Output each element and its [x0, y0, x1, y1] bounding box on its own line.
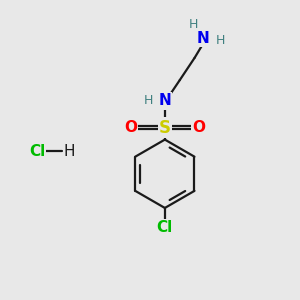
- Text: H: H: [64, 144, 76, 159]
- Text: N: N: [158, 94, 171, 109]
- Text: N: N: [197, 31, 210, 46]
- Text: H: H: [188, 18, 198, 31]
- Text: O: O: [193, 120, 206, 135]
- Text: O: O: [124, 120, 137, 135]
- Text: Cl: Cl: [157, 220, 173, 235]
- Text: H: H: [144, 94, 153, 107]
- Text: H: H: [216, 34, 225, 46]
- Text: S: S: [159, 119, 171, 137]
- Text: Cl: Cl: [29, 144, 45, 159]
